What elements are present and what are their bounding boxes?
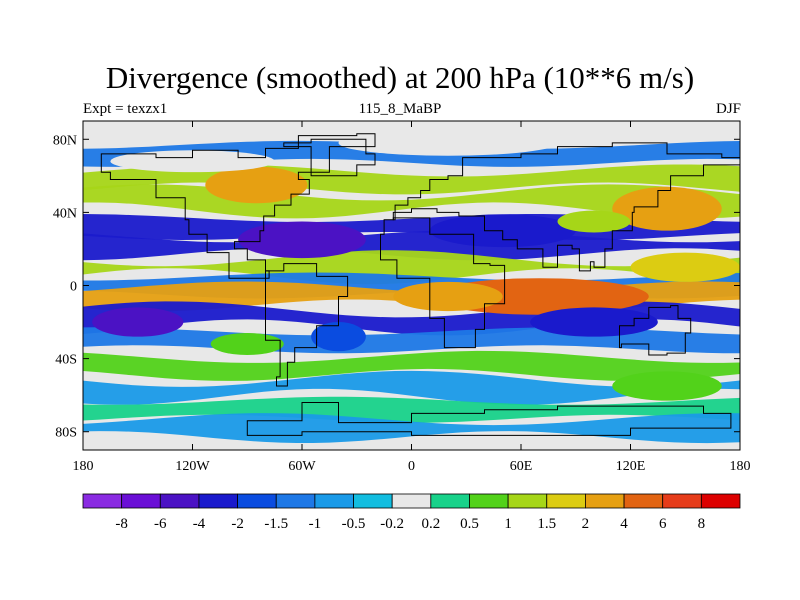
colorbar-label: -2 (231, 516, 244, 532)
coastline (380, 217, 506, 349)
x-tick-label: 0 (408, 459, 415, 474)
x-tick-label: 180 (730, 459, 751, 474)
colorbar-label: -8 (115, 516, 128, 532)
season-label: DJF (715, 101, 741, 117)
divergence-cell (557, 210, 631, 233)
coastline (100, 133, 376, 279)
y-tick-label: 40S (55, 353, 77, 368)
colorbar-swatch (507, 493, 548, 509)
colorbar-label: 1 (504, 516, 512, 532)
colorbar-swatch (314, 493, 354, 509)
divergence-cell (238, 221, 366, 259)
colorbar-label: -0.5 (342, 516, 366, 532)
y-tick-label: 80N (53, 133, 77, 148)
coastline (392, 142, 740, 272)
coastline (246, 402, 732, 436)
divergence-cell (338, 130, 558, 156)
colorbar: -8 -6 -4 -2 -1.5 -1 -0.5 -0.2 0.2 0.5 1 1.5 2 4 6 8 (82, 493, 741, 532)
divergence-cell (311, 322, 366, 352)
divergence-field (83, 121, 740, 450)
x-tick-label: 60W (288, 459, 316, 474)
colorbar-label: -1.5 (264, 516, 288, 532)
y-tick-label: 40N (53, 206, 77, 221)
y-tick-label: 80S (55, 426, 77, 441)
colorbar-label: -4 (193, 516, 206, 532)
x-tick-label: 120W (175, 459, 210, 474)
colorbar-swatch (391, 493, 432, 509)
x-tick-label: 180 (73, 459, 94, 474)
divergence-band (83, 350, 740, 381)
chart-title: Divergence (smoothed) at 200 hPa (10**6 … (105, 60, 695, 95)
y-tick-label: 0 (70, 280, 77, 295)
colorbar-swatch (82, 493, 123, 509)
colorbar-label: 6 (659, 516, 667, 532)
colorbar-swatch (700, 493, 741, 509)
coastlines (100, 133, 740, 436)
colorbar-swatch (546, 493, 586, 509)
divergence-band (83, 230, 740, 261)
divergence-cell (530, 307, 658, 337)
colorbar-swatch (159, 493, 200, 509)
colorbar-swatch (275, 493, 316, 509)
colorbar-label: 0.2 (421, 516, 440, 532)
divergence-cell (393, 281, 503, 312)
divergence-cell (630, 252, 740, 282)
experiment-label: Expt = texzx1 (83, 101, 168, 117)
colorbar-label: 0.5 (460, 516, 479, 532)
colorbar-swatch (585, 493, 625, 509)
colorbar-label: 1.5 (537, 516, 556, 532)
axes: 180 120W 60W 0 60E 120E 180 80N 40N 0 40S 80S (53, 121, 751, 474)
period-label: 115_8_MaBP (358, 101, 442, 117)
colorbar-label: -1 (309, 516, 322, 532)
coastline (619, 305, 692, 356)
colorbar-label: 4 (620, 516, 628, 532)
colorbar-label: -6 (154, 516, 167, 532)
divergence-cell (205, 166, 308, 204)
coastline (265, 263, 349, 387)
colorbar-swatch (353, 493, 393, 509)
divergence-band (83, 370, 740, 405)
x-tick-label: 60E (510, 459, 533, 474)
divergence-band (83, 396, 740, 423)
colorbar-swatch (121, 493, 161, 509)
divergence-cell (110, 150, 275, 173)
colorbar-swatch (469, 493, 509, 509)
colorbar-swatch (430, 493, 470, 509)
coastline (283, 138, 376, 177)
colorbar-label: 2 (582, 516, 590, 532)
colorbar-swatch (623, 493, 664, 509)
divergence-cell (92, 307, 184, 337)
divergence-cell (612, 186, 722, 231)
divergence-cell (612, 371, 722, 401)
colorbar-label: 8 (698, 516, 706, 532)
colorbar-swatch (198, 493, 238, 509)
colorbar-swatch (237, 493, 277, 509)
colorbar-swatch (662, 493, 702, 509)
divergence-band (83, 250, 740, 285)
divergence-cell (210, 333, 284, 355)
x-tick-label: 120E (616, 459, 646, 474)
colorbar-label: -0.2 (380, 516, 404, 532)
